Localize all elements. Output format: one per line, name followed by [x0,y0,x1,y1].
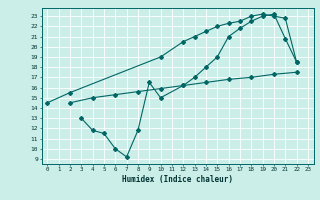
X-axis label: Humidex (Indice chaleur): Humidex (Indice chaleur) [122,175,233,184]
